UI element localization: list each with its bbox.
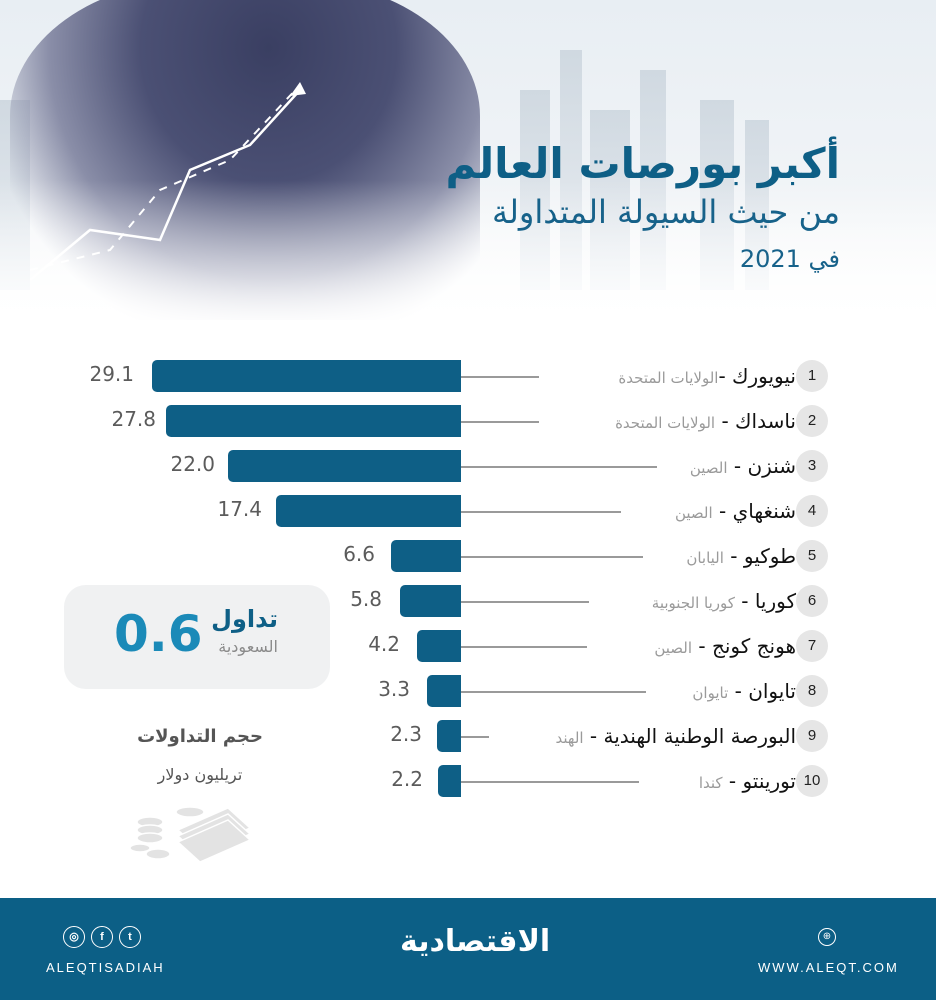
exchange-label: تايوان - تايوان: [692, 679, 796, 703]
bar: [417, 630, 461, 662]
title-block: أكبر بورصات العالم من حيث السيولة المتدا…: [445, 140, 840, 276]
footer: ◎ f t ALEQTISADIAH الاقتصادية ⊕ WWW.ALEQ…: [0, 898, 936, 1000]
exchange-label: تورينتو - كندا: [698, 769, 796, 793]
chart-row: 5.8 كوريا - كوريا الجنوبية 6: [0, 585, 936, 619]
rank-badge: 3: [796, 450, 828, 482]
year-label: في 2021: [739, 245, 840, 273]
exchange-label: شنزن - الصين: [689, 454, 796, 478]
chart-row: 2.2 تورينتو - كندا 10: [0, 765, 936, 799]
bar: [437, 720, 461, 752]
exchange-label: البورصة الوطنية الهندية - الهند: [555, 724, 796, 748]
bar: [391, 540, 461, 572]
bar: [152, 360, 461, 392]
rank-badge: 7: [796, 630, 828, 662]
bar: [438, 765, 461, 797]
callout-sub: السعودية: [218, 637, 278, 656]
page-subtitle: من حيث السيولة المتداولة: [492, 193, 840, 231]
money-stack-icon: [129, 806, 252, 862]
rank-badge: 5: [796, 540, 828, 572]
bar-value: 29.1: [89, 362, 134, 386]
tadawul-callout: 0.6 تداول السعودية: [64, 585, 330, 689]
bar-value: 17.4: [217, 497, 262, 521]
callout-value: 0.6: [114, 605, 203, 663]
chart-row: 4.2 هونج كونج - الصين 7: [0, 630, 936, 664]
brand-logo: الاقتصادية: [400, 924, 551, 959]
exchange-label: نيويورك -الولايات المتحدة: [618, 364, 796, 388]
bar: [427, 675, 461, 707]
bar-value: 2.2: [391, 767, 423, 791]
chart-row: 22.0 شنزن - الصين 3: [0, 450, 936, 484]
chart-row: 3.3 تايوان - تايوان 8: [0, 675, 936, 709]
rank-badge: 10: [796, 765, 828, 797]
exchange-label: طوكيو - اليابان: [686, 544, 796, 568]
chart-row: 29.1 نيويورك -الولايات المتحدة 1: [0, 360, 936, 394]
exchange-label: كوريا - كوريا الجنوبية: [651, 589, 796, 613]
hero-image: [0, 0, 936, 330]
exchange-label: ناسداك - الولايات المتحدة: [615, 409, 796, 433]
bar: [276, 495, 461, 527]
chart-row: 6.6 طوكيو - اليابان 5: [0, 540, 936, 574]
instagram-icon[interactable]: ◎: [63, 926, 85, 948]
globe-icon: ⊕: [818, 928, 836, 946]
social-links: ◎ f t: [63, 926, 141, 948]
chart-row: 2.3 البورصة الوطنية الهندية - الهند 9: [0, 720, 936, 754]
rank-badge: 2: [796, 405, 828, 437]
bar-value: 22.0: [170, 452, 215, 476]
bar: [166, 405, 461, 437]
bar: [228, 450, 461, 482]
bar-value: 27.8: [111, 407, 156, 431]
exchange-label: شنغهاي - الصين: [674, 499, 796, 523]
chart-row: 17.4 شنغهاي - الصين 4: [0, 495, 936, 529]
page-title: أكبر بورصات العالم: [445, 139, 840, 188]
rank-badge: 9: [796, 720, 828, 752]
rank-badge: 8: [796, 675, 828, 707]
website-link[interactable]: WWW.ALEQT.COM: [758, 960, 899, 975]
exchange-label: هونج كونج - الصين: [654, 634, 796, 658]
rank-badge: 6: [796, 585, 828, 617]
bar-value: 3.3: [378, 677, 410, 701]
bar: [400, 585, 461, 617]
bar-value: 4.2: [368, 632, 400, 656]
chart-row: 27.8 ناسداك - الولايات المتحدة 2: [0, 405, 936, 439]
legend-unit: تريليون دولار: [157, 765, 243, 784]
callout-name: تداول: [211, 605, 278, 633]
bar-value: 2.3: [390, 722, 422, 746]
social-handle: ALEQTISADIAH: [46, 960, 165, 975]
rank-badge: 4: [796, 495, 828, 527]
facebook-icon[interactable]: f: [91, 926, 113, 948]
rank-badge: 1: [796, 360, 828, 392]
legend-title: حجم التداولات: [137, 726, 263, 747]
bar-value: 6.6: [343, 542, 375, 566]
twitter-icon[interactable]: t: [119, 926, 141, 948]
bar-value: 5.8: [350, 587, 382, 611]
